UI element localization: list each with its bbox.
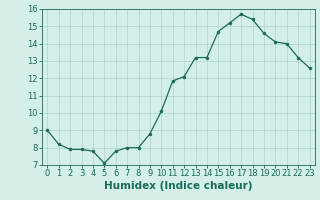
X-axis label: Humidex (Indice chaleur): Humidex (Indice chaleur): [104, 181, 253, 191]
